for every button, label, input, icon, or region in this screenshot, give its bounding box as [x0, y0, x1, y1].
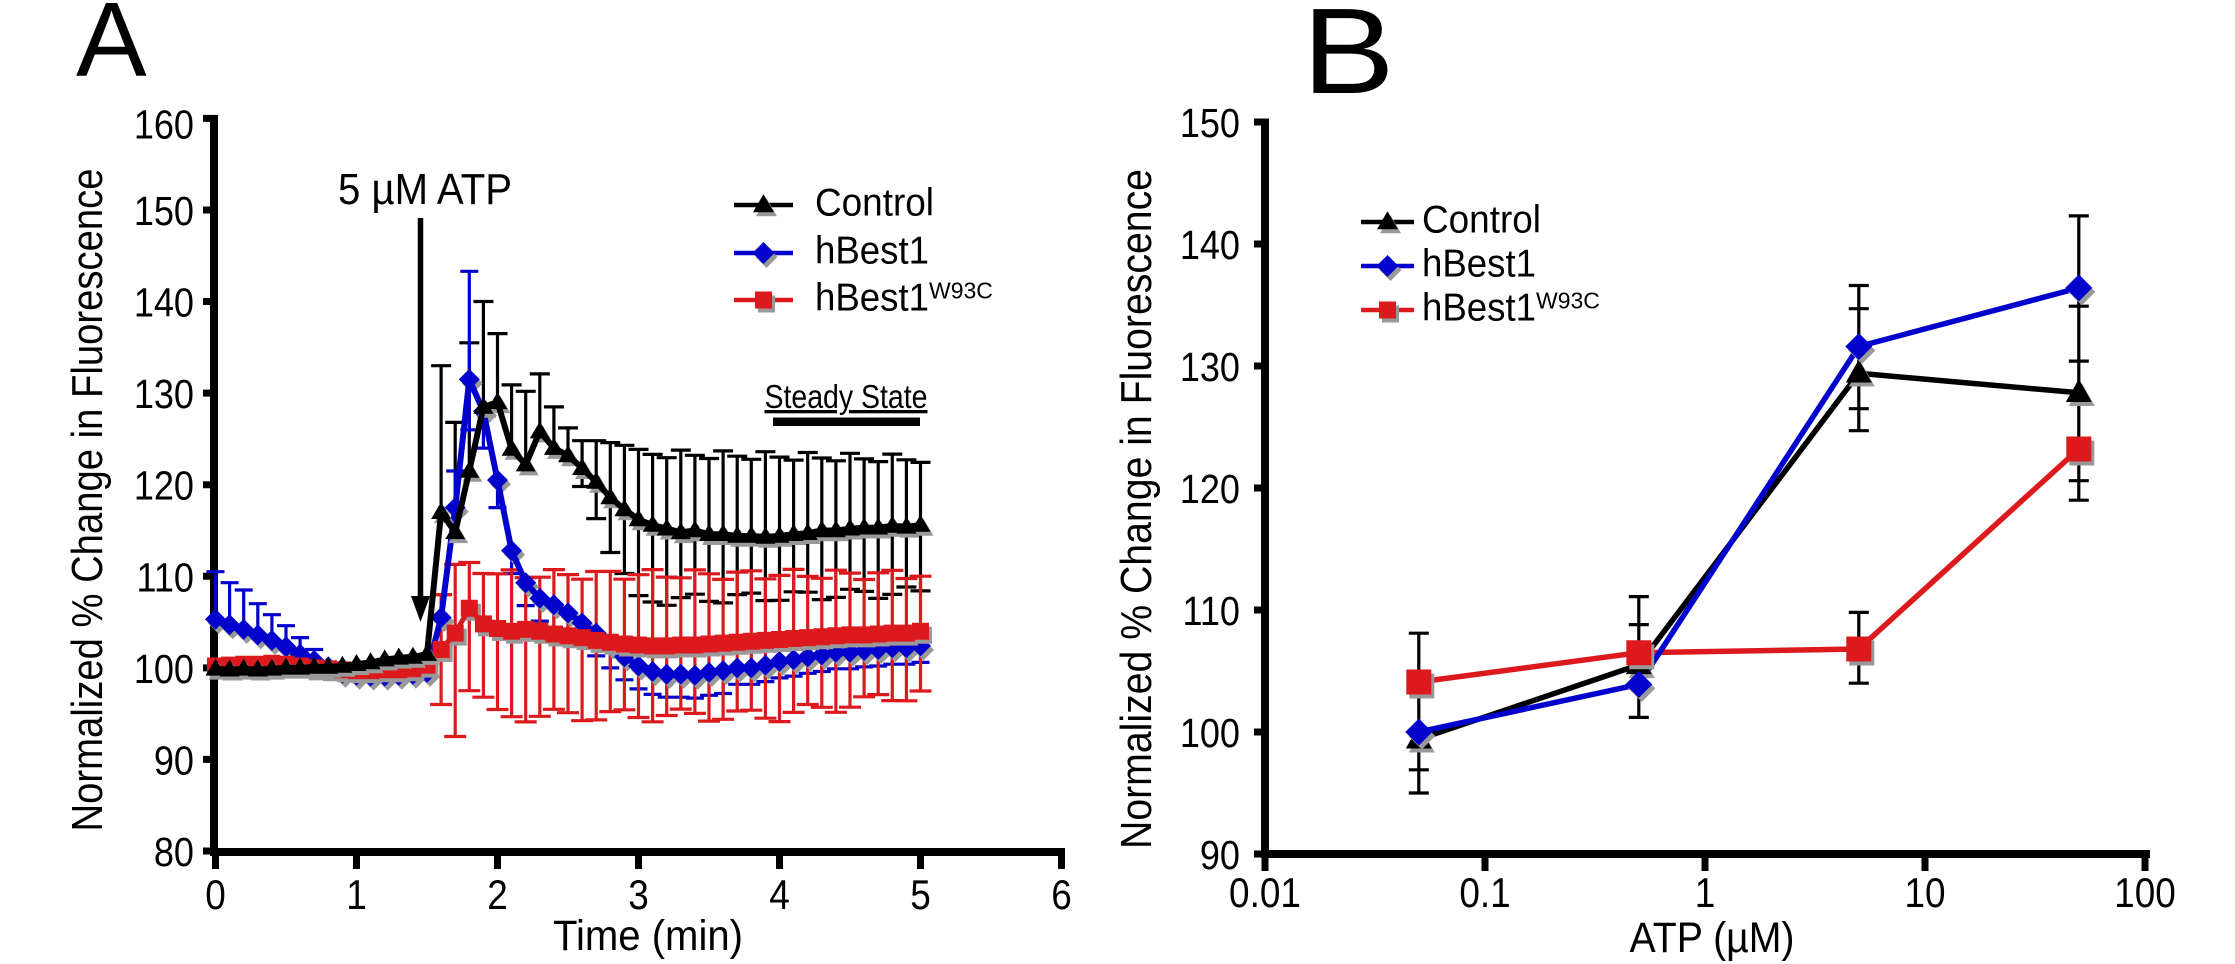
svg-text:150: 150 — [1180, 101, 1240, 147]
svg-text:140: 140 — [134, 280, 194, 326]
svg-text:hBest1W93C: hBest1W93C — [1422, 287, 1600, 330]
svg-text:5 µM ATP: 5 µM ATP — [338, 165, 512, 214]
svg-text:120: 120 — [134, 464, 194, 510]
svg-text:1: 1 — [1695, 870, 1716, 917]
svg-text:Time (min): Time (min) — [553, 912, 743, 960]
svg-text:6: 6 — [1051, 872, 1072, 919]
svg-text:100: 100 — [2114, 870, 2176, 917]
svg-text:0: 0 — [205, 872, 226, 919]
svg-text:110: 110 — [1182, 589, 1240, 635]
svg-text:hBest1: hBest1 — [815, 230, 929, 273]
svg-text:110: 110 — [136, 555, 194, 601]
svg-text:0.1: 0.1 — [1459, 870, 1510, 917]
svg-text:5: 5 — [910, 872, 931, 919]
svg-text:0.01: 0.01 — [1229, 870, 1301, 917]
svg-text:hBest1: hBest1 — [1422, 243, 1536, 286]
svg-text:3: 3 — [628, 872, 649, 919]
svg-text:Control: Control — [1422, 199, 1541, 242]
svg-text:2: 2 — [487, 872, 508, 919]
svg-text:160: 160 — [134, 102, 194, 148]
svg-text:120: 120 — [1180, 467, 1240, 513]
svg-text:130: 130 — [134, 372, 194, 418]
svg-text:130: 130 — [1180, 345, 1240, 391]
svg-text:100: 100 — [134, 647, 194, 693]
svg-text:100: 100 — [1180, 711, 1240, 757]
svg-text:150: 150 — [134, 189, 194, 235]
svg-text:90: 90 — [1200, 833, 1240, 879]
svg-text:80: 80 — [154, 830, 194, 876]
svg-text:A: A — [76, 0, 147, 99]
svg-text:10: 10 — [1904, 870, 1945, 917]
svg-text:Normalized % Change in Fluores: Normalized % Change in Fluorescence — [1112, 169, 1161, 849]
svg-text:B: B — [1302, 0, 1395, 119]
svg-text:Control: Control — [815, 182, 934, 225]
svg-text:90: 90 — [154, 738, 194, 784]
svg-text:4: 4 — [769, 872, 790, 919]
svg-text:hBest1W93C: hBest1W93C — [815, 277, 993, 320]
svg-text:1: 1 — [346, 872, 367, 919]
svg-text:ATP (µM): ATP (µM) — [1630, 914, 1795, 962]
svg-text:140: 140 — [1180, 223, 1240, 269]
svg-text:Steady State: Steady State — [765, 378, 928, 415]
svg-text:Normalized % Change in Fluores: Normalized % Change in Fluorescence — [63, 169, 112, 832]
